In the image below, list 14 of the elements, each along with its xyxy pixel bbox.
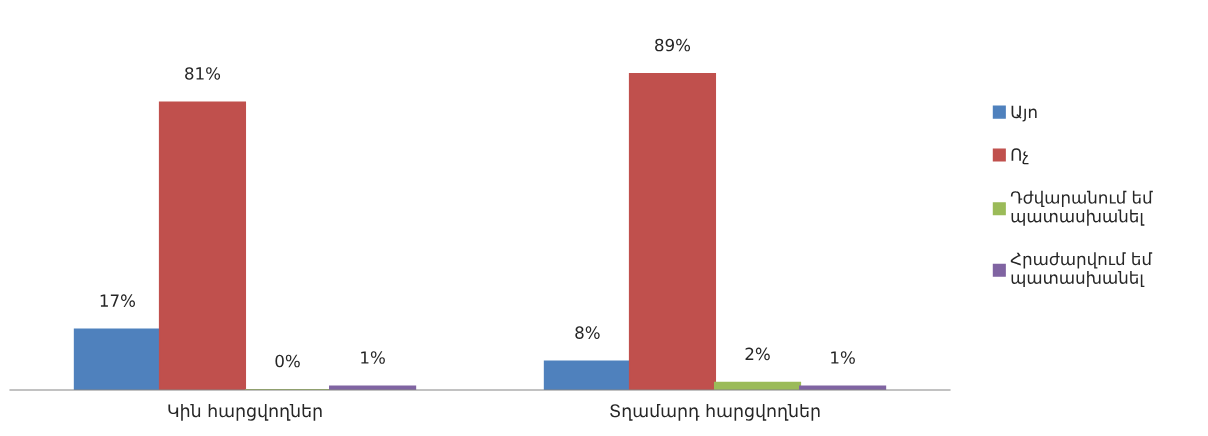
legend-label: Այո bbox=[1011, 105, 1037, 122]
data-label: 17% bbox=[100, 294, 135, 307]
legend-label: Դժվարանում եմ պատասխանել bbox=[1010, 190, 1153, 226]
data-label: 2% bbox=[745, 347, 770, 361]
data-label: 1% bbox=[831, 351, 855, 364]
legend-label: Ոչ bbox=[1011, 148, 1029, 165]
x-tick-label: Կին հարցվողներ bbox=[168, 403, 322, 421]
x-tick-label: Տղամարդ հարցվողներ bbox=[610, 403, 820, 421]
data-label: 81% bbox=[185, 67, 221, 80]
data-label: 89% bbox=[655, 38, 691, 52]
data-label: 1% bbox=[361, 351, 385, 364]
data-label: 0% bbox=[275, 354, 300, 368]
data-label: 8% bbox=[575, 326, 600, 339]
legend-label: Հրաժարվում եմ պատասխանել bbox=[1010, 252, 1153, 288]
